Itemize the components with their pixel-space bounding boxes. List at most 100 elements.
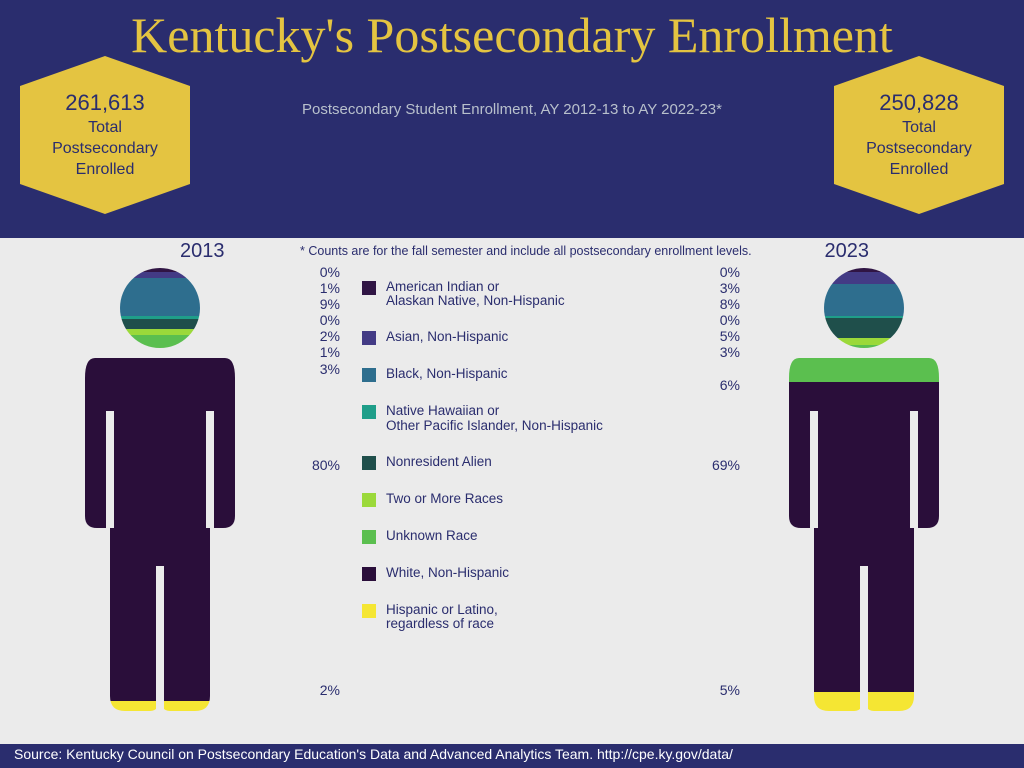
percent-value — [300, 393, 340, 409]
percent-value — [300, 505, 340, 521]
hex-left-label1: Total — [20, 118, 190, 137]
hexagon-right: 250,828 Total Postsecondary Enrolled — [834, 86, 1004, 184]
hex-right-label1: Total — [834, 118, 1004, 137]
legend-swatch — [362, 530, 376, 544]
percent-value: 0% — [700, 312, 740, 328]
legend-label: Asian, Non-Hispanic — [386, 330, 508, 344]
hexagon-left: 261,613 Total Postsecondary Enrolled — [20, 86, 190, 184]
legend-label: White, Non-Hispanic — [386, 566, 509, 580]
year-left: 2013 — [180, 240, 225, 263]
percent-value — [700, 666, 740, 682]
hex-right-label2: Postsecondary — [834, 139, 1004, 158]
percent-value — [700, 361, 740, 377]
percent-value — [300, 522, 340, 538]
percent-value: 3% — [700, 344, 740, 360]
legend-label: Hispanic or Latino,regardless of race — [386, 603, 498, 631]
percent-value — [700, 538, 740, 554]
percent-value — [700, 586, 740, 602]
percent-value: 3% — [300, 361, 340, 377]
percent-value: 69% — [700, 457, 740, 473]
percent-value: 8% — [700, 296, 740, 312]
percent-value — [300, 554, 340, 570]
percent-value: 0% — [300, 264, 340, 280]
main-area: * Counts are for the fall semester and i… — [0, 238, 1024, 744]
legend-row: Black, Non-Hispanic — [362, 367, 603, 382]
percent-value — [300, 409, 340, 425]
person-figure-right — [744, 266, 984, 726]
legend-label: American Indian orAlaskan Native, Non-Hi… — [386, 280, 565, 308]
percent-value — [300, 441, 340, 457]
hex-left-label3: Enrolled — [20, 160, 190, 179]
legend-swatch — [362, 368, 376, 382]
footer-source: Source: Kentucky Council on Postsecondar… — [0, 744, 1024, 768]
legend-label: Unknown Race — [386, 529, 478, 543]
percent-value — [300, 650, 340, 666]
percent-value: 0% — [300, 312, 340, 328]
percent-value — [300, 618, 340, 634]
legend-swatch — [362, 405, 376, 419]
hex-left-label2: Postsecondary — [20, 139, 190, 158]
hex-left-number: 261,613 — [20, 86, 190, 116]
percent-value — [700, 425, 740, 441]
percent-value — [300, 666, 340, 682]
percent-value — [700, 602, 740, 618]
percent-value — [700, 505, 740, 521]
percent-value — [300, 602, 340, 618]
percent-value — [700, 489, 740, 505]
legend-row: Asian, Non-Hispanic — [362, 330, 603, 345]
legend-swatch — [362, 567, 376, 581]
legend-label: Native Hawaiian orOther Pacific Islander… — [386, 404, 603, 432]
legend-label: Nonresident Alien — [386, 455, 492, 469]
percent-value — [700, 473, 740, 489]
header-bar: Kentucky's Postsecondary Enrollment Post… — [0, 0, 1024, 238]
legend-row: Native Hawaiian orOther Pacific Islander… — [362, 404, 603, 432]
percent-value — [700, 570, 740, 586]
legend-row: American Indian orAlaskan Native, Non-Hi… — [362, 280, 603, 308]
hex-right-label3: Enrolled — [834, 160, 1004, 179]
percent-value: 9% — [300, 296, 340, 312]
legend-row: Nonresident Alien — [362, 455, 603, 470]
percent-value — [300, 377, 340, 393]
percent-value: 6% — [700, 377, 740, 393]
legend-swatch — [362, 604, 376, 618]
legend-row: Two or More Races — [362, 492, 603, 507]
percent-value: 80% — [300, 457, 340, 473]
percent-value — [300, 473, 340, 489]
percent-value — [700, 634, 740, 650]
percent-value — [300, 489, 340, 505]
legend-label: Two or More Races — [386, 492, 503, 506]
percent-value — [300, 586, 340, 602]
percent-value — [700, 554, 740, 570]
percent-value: 0% — [700, 264, 740, 280]
percent-value — [700, 650, 740, 666]
percent-value — [300, 538, 340, 554]
percent-column-left: 0%1%9%0%2%1%3% 80% 2% — [300, 264, 340, 699]
legend-row: Unknown Race — [362, 529, 603, 544]
percent-value — [700, 522, 740, 538]
hex-right-number: 250,828 — [834, 86, 1004, 116]
legend-label: Black, Non-Hispanic — [386, 367, 508, 381]
legend: American Indian orAlaskan Native, Non-Hi… — [362, 280, 603, 653]
percent-value — [300, 425, 340, 441]
percent-value — [300, 634, 340, 650]
percent-value — [700, 441, 740, 457]
legend-swatch — [362, 331, 376, 345]
percent-value — [300, 570, 340, 586]
percent-value: 3% — [700, 280, 740, 296]
percent-value: 5% — [700, 682, 740, 698]
percent-value: 2% — [300, 328, 340, 344]
percent-value — [700, 618, 740, 634]
legend-swatch — [362, 493, 376, 507]
page-title: Kentucky's Postsecondary Enrollment — [0, 0, 1024, 63]
legend-swatch — [362, 281, 376, 295]
legend-row: White, Non-Hispanic — [362, 566, 603, 581]
percent-value — [700, 393, 740, 409]
percent-column-right: 0%3%8%0%5%3% 6% 69% 5% — [700, 264, 740, 699]
year-right: 2023 — [825, 240, 870, 263]
percent-value: 1% — [300, 280, 340, 296]
legend-row: Hispanic or Latino,regardless of race — [362, 603, 603, 631]
person-figure-left — [40, 266, 280, 726]
percent-value: 2% — [300, 682, 340, 698]
footnote: * Counts are for the fall semester and i… — [300, 244, 752, 258]
percent-value: 1% — [300, 344, 340, 360]
